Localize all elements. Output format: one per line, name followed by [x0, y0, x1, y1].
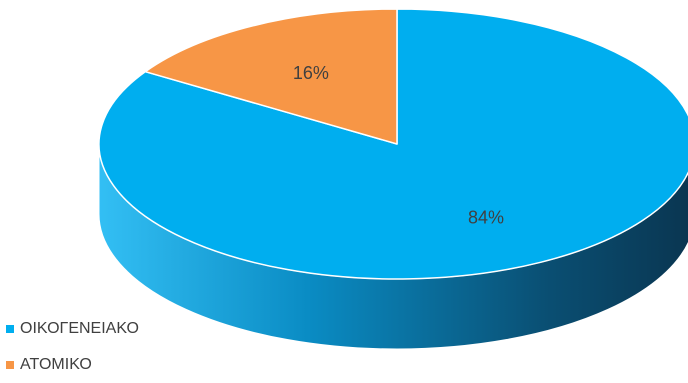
legend-label-atomiko: ΑΤΟΜΙΚΟ	[20, 356, 92, 373]
data-label-oikogeneiako: 84%	[468, 207, 504, 227]
legend: ΟΙΚΟΓΕΝΕΙΑΚΟ ΑΤΟΜΙΚΟ	[6, 316, 139, 383]
pie-slice-oikogeneiako	[98, 8, 688, 280]
legend-label-oikogeneiako: ΟΙΚΟΓΕΝΕΙΑΚΟ	[20, 320, 139, 337]
legend-swatch-oikogeneiako	[6, 325, 14, 333]
legend-item-atomiko: ΑΤΟΜΙΚΟ	[6, 352, 139, 378]
pie-slice-atomiko	[144, 8, 398, 145]
legend-swatch-atomiko	[6, 361, 14, 369]
legend-item-oikogeneiako: ΟΙΚΟΓΕΝΕΙΑΚΟ	[6, 316, 139, 342]
data-label-atomiko: 16%	[293, 63, 329, 83]
